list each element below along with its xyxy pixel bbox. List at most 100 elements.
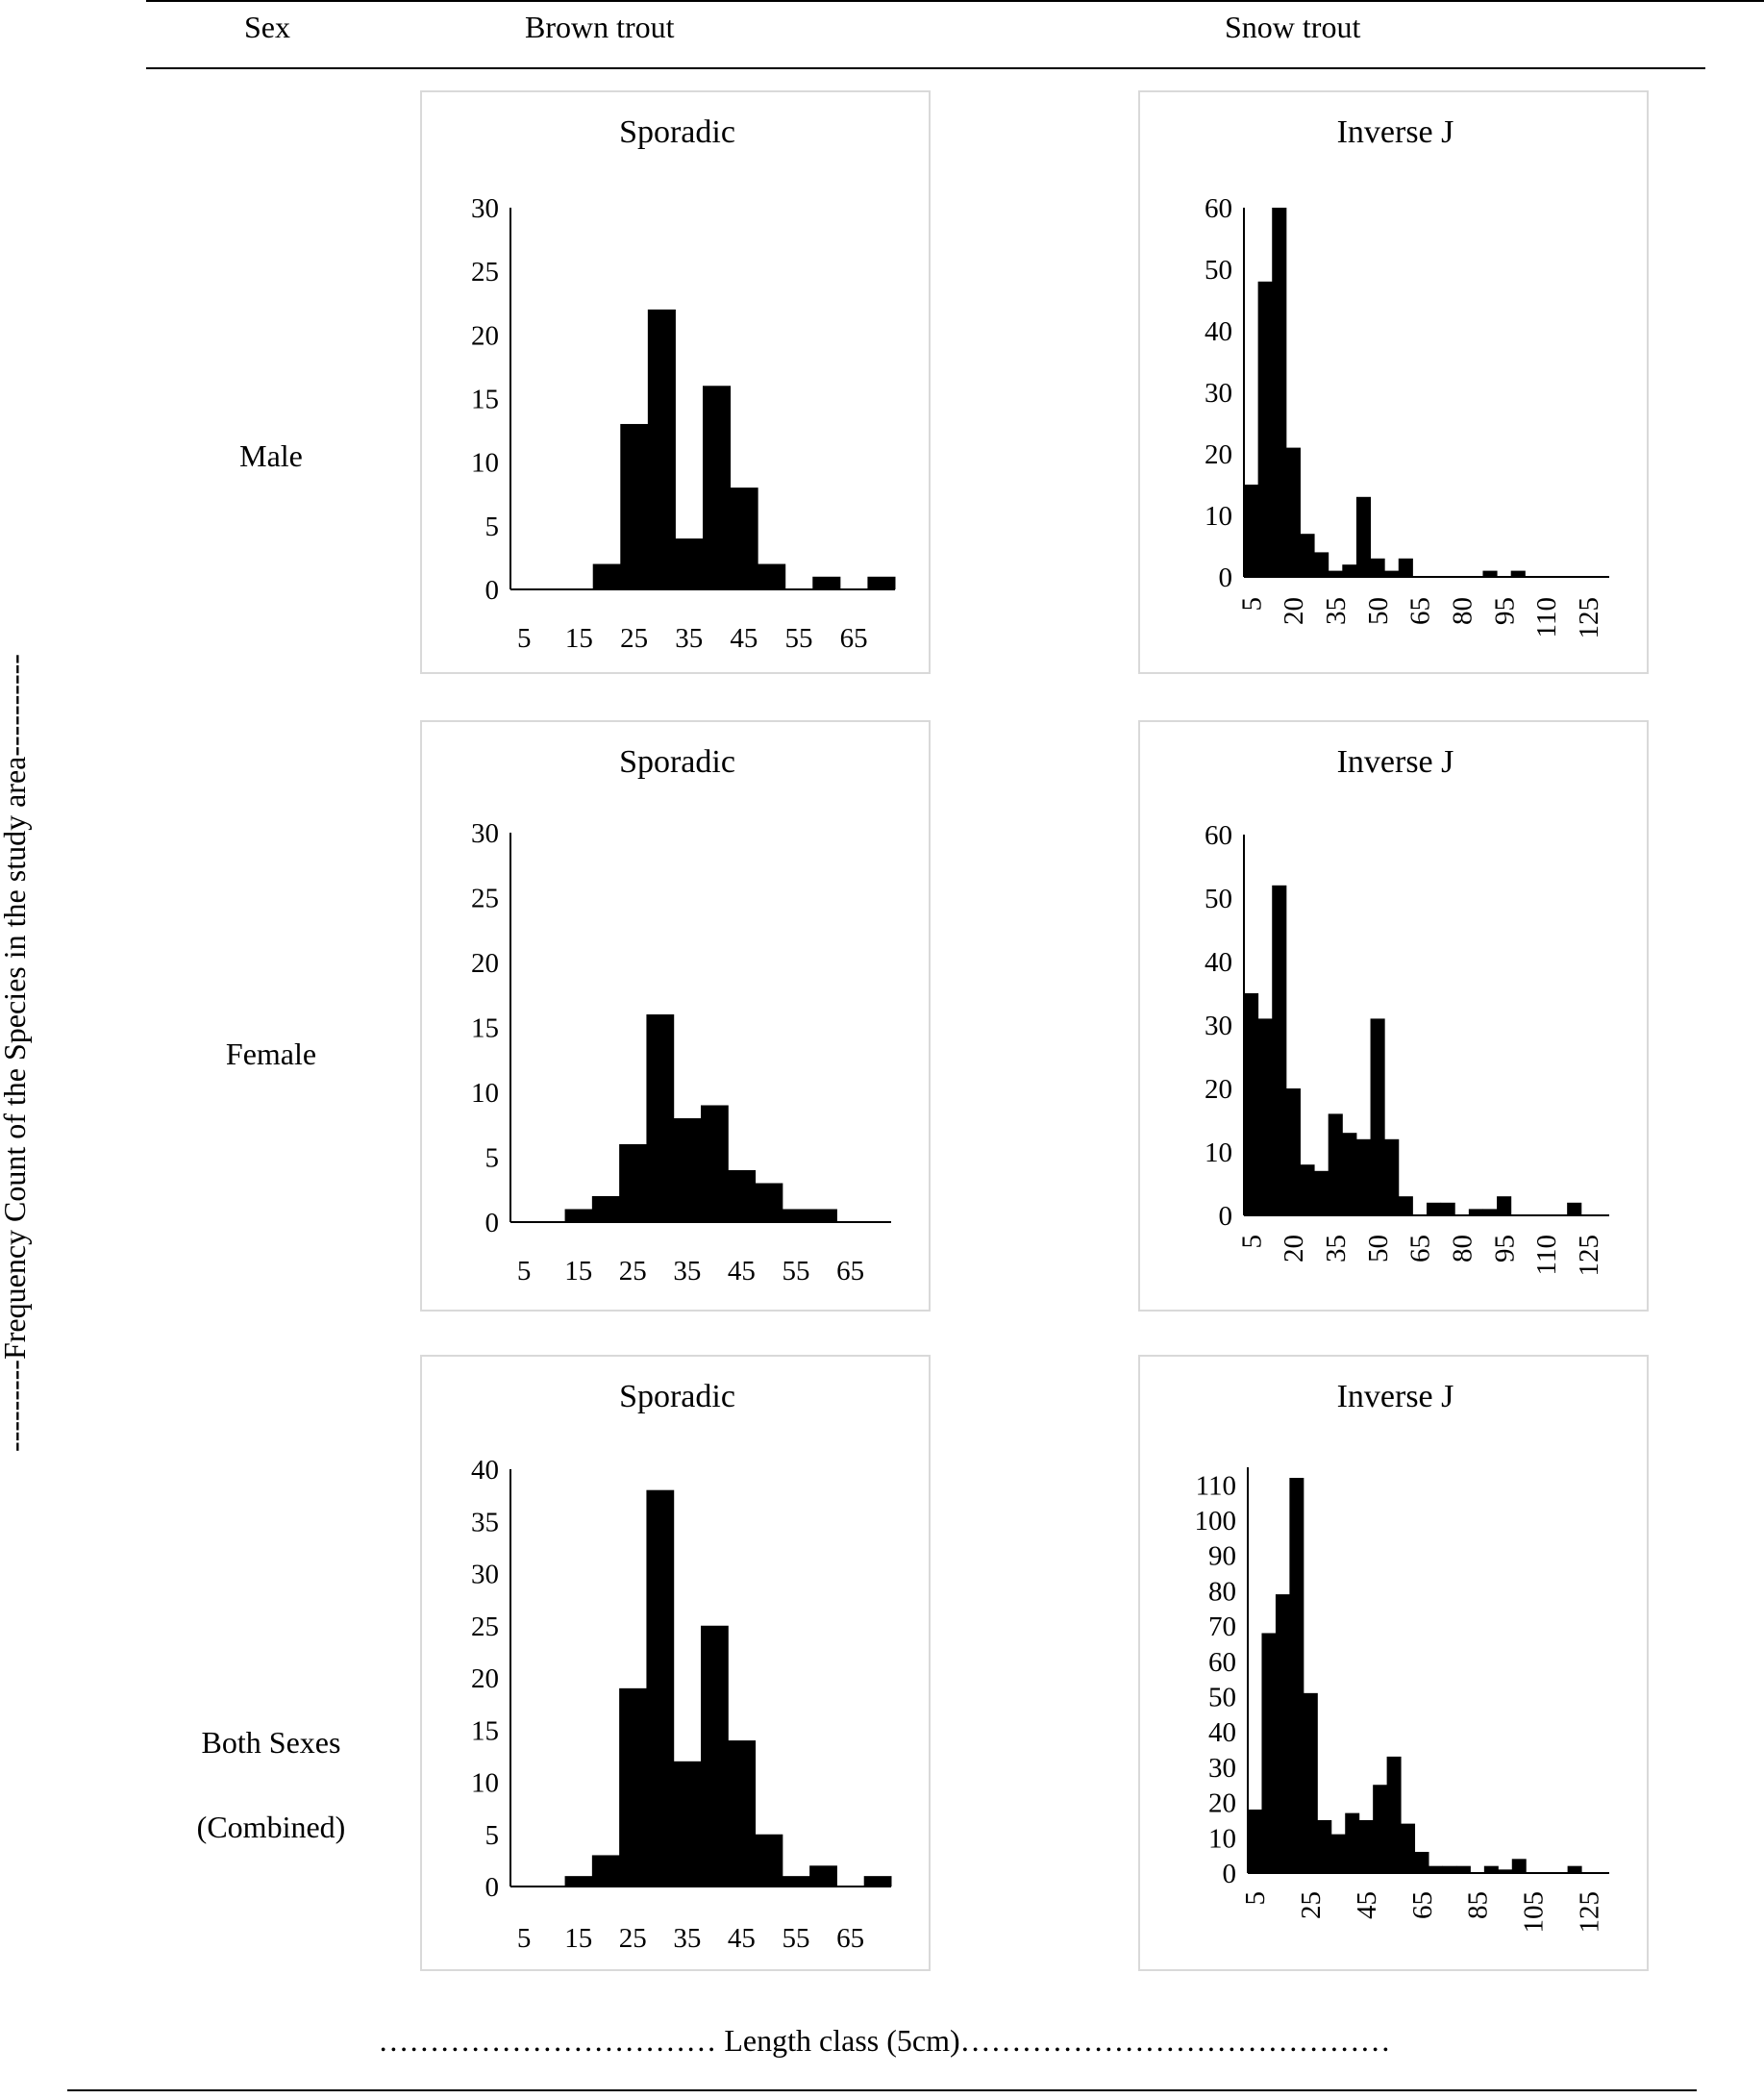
bar	[1497, 1196, 1512, 1215]
y-tick-label: 20	[471, 320, 499, 351]
x-tick-label: 35	[673, 1923, 701, 1954]
bar	[782, 1876, 810, 1887]
bar	[591, 1855, 620, 1887]
chart-snow-male: Inverse J 0 10 20 30 40 50 60 5 20 35 50 65 80 95 110 12…	[1205, 114, 1609, 639]
bar	[1358, 1819, 1374, 1873]
bar	[1300, 534, 1315, 577]
y-tick-label: 110	[1196, 1470, 1236, 1501]
bar	[1398, 558, 1413, 577]
bar	[701, 1625, 729, 1887]
y-tick-label: 0	[485, 1872, 500, 1903]
y-tick-label: 40	[1205, 316, 1232, 347]
y-tick-label: 20	[1205, 1074, 1232, 1105]
bar	[1511, 1859, 1527, 1873]
y-tick-label: 10	[471, 1078, 499, 1109]
x-tick-label: 125	[1574, 1891, 1604, 1934]
bar	[564, 1209, 593, 1222]
bar	[1317, 1819, 1332, 1873]
bar	[1386, 1756, 1402, 1873]
y-tick-label: 40	[471, 1455, 499, 1486]
bar	[1314, 1170, 1329, 1215]
bar	[673, 1118, 702, 1222]
bar	[1285, 447, 1301, 577]
y-axis-label: ---------Frequency Count of the Species …	[0, 654, 32, 1452]
chart-title: Inverse J	[1337, 744, 1454, 780]
x-tick-label: 80	[1448, 597, 1478, 625]
row-label-both: Both Sexes (Combined)	[127, 1725, 415, 1844]
x-tick-label: 35	[675, 623, 703, 654]
x-tick-label: 50	[1363, 1235, 1394, 1262]
header-brown-trout: Brown trout	[525, 10, 675, 44]
chart-panel-snow-female: Inverse J 0 10 20 30 40 50 60 5 20 35 50 65 80 95 110 12…	[1138, 720, 1649, 1312]
bar	[591, 1196, 620, 1222]
y-tick-label: 60	[1205, 820, 1232, 851]
top-rule	[146, 0, 1764, 2]
y-tick-label: 10	[471, 448, 499, 479]
chart-title: Sporadic	[619, 744, 735, 780]
row-label-both-line2: (Combined)	[196, 1810, 346, 1844]
x-tick-label: 15	[565, 623, 593, 654]
y-tick-label: 35	[471, 1507, 499, 1537]
x-tick-label: 65	[840, 623, 868, 654]
x-axis-label: …………………………… Length class (5cm)……………………………	[378, 2023, 1391, 2058]
bar	[1355, 1138, 1372, 1215]
row-label-female-line: Female	[225, 1037, 317, 1071]
bar	[1401, 1823, 1416, 1873]
bar	[703, 386, 732, 589]
bar	[1257, 281, 1273, 577]
x-tick-label: 25	[619, 1923, 647, 1954]
y-tick-label: 20	[1205, 439, 1232, 470]
x-tick-label: 85	[1463, 1891, 1494, 1919]
x-tick-label: 110	[1531, 597, 1562, 637]
y-tick-label: 25	[471, 257, 499, 287]
bar	[564, 1876, 593, 1887]
y-tick-label: 0	[1219, 562, 1233, 593]
y-tick-label: 10	[471, 1768, 499, 1799]
bar	[675, 538, 704, 589]
bar	[1342, 564, 1357, 577]
bar	[782, 1209, 810, 1222]
bar	[1303, 1692, 1318, 1873]
bar	[1248, 1809, 1262, 1873]
x-tick-label: 80	[1448, 1235, 1478, 1262]
y-tick-label: 0	[1219, 1201, 1233, 1232]
bar	[1244, 993, 1259, 1215]
x-tick-label: 65	[1407, 1891, 1438, 1919]
bar	[1370, 1018, 1385, 1215]
x-tick-label: 5	[1240, 1891, 1271, 1906]
y-tick-label: 0	[485, 1208, 500, 1238]
bar	[1244, 485, 1259, 577]
bar	[1384, 570, 1400, 577]
y-tick-label: 100	[1195, 1506, 1237, 1537]
x-tick-label: 125	[1574, 597, 1604, 639]
chart-title: Sporadic	[619, 1379, 735, 1414]
bar	[1355, 496, 1372, 577]
y-tick-label: 5	[485, 1820, 500, 1851]
chart-title: Inverse J	[1337, 114, 1454, 150]
bar	[863, 1876, 892, 1887]
x-tick-label: 105	[1518, 1891, 1549, 1934]
y-tick-label: 20	[471, 948, 499, 979]
x-tick-label: 5	[517, 1923, 532, 1954]
row-label-male-line: Male	[239, 438, 303, 473]
x-tick-label: 45	[1352, 1891, 1382, 1919]
y-tick-label: 0	[1223, 1859, 1237, 1889]
bar	[809, 1865, 837, 1887]
bar	[1455, 1865, 1471, 1873]
bar	[1567, 1865, 1582, 1873]
x-tick-label: 25	[1296, 1891, 1327, 1919]
bar	[592, 563, 621, 589]
chart-panel-brown-female: Sporadic 0 5 10 15 20 25 30 5 15 25 35 45 55 65	[420, 720, 931, 1312]
bar	[755, 1834, 783, 1887]
y-tick-label: 30	[1205, 1011, 1232, 1041]
y-tick-label: 70	[1208, 1612, 1236, 1642]
bar	[1345, 1812, 1360, 1873]
y-tick-label: 5	[485, 512, 500, 542]
bar	[1398, 1196, 1413, 1215]
bar	[1510, 570, 1526, 577]
bar	[809, 1209, 837, 1222]
y-tick-label: 20	[471, 1663, 499, 1694]
bar	[673, 1761, 702, 1887]
y-tick-label: 25	[471, 1612, 499, 1642]
